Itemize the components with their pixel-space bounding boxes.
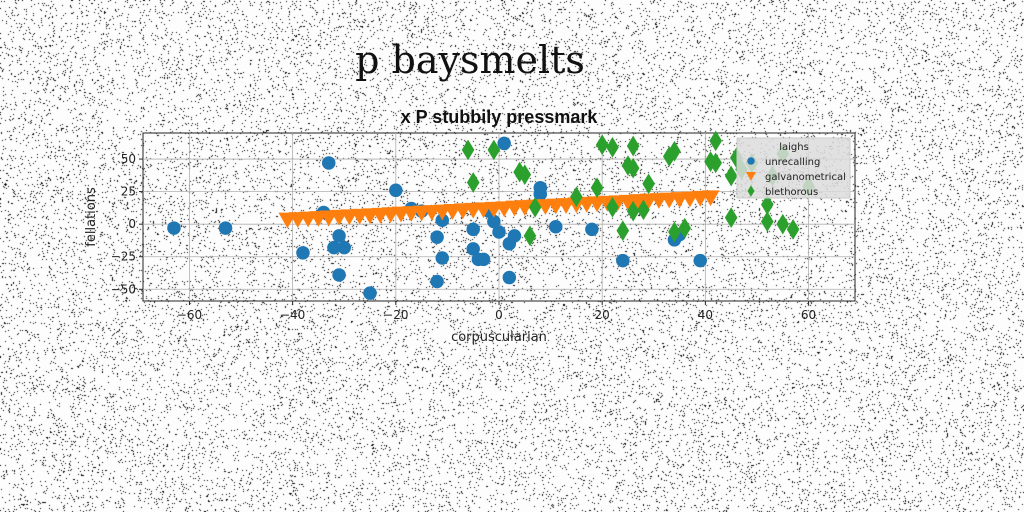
x-tick-label: 20 xyxy=(595,308,610,322)
blethorous-point xyxy=(668,140,681,162)
legend-marker-galvanometrical xyxy=(746,172,756,181)
unrecalling-point xyxy=(327,240,341,255)
unrecalling-point xyxy=(430,230,444,244)
blethorous-point xyxy=(606,136,619,158)
legend-label-galvanometrical: galvanometrical xyxy=(765,172,846,183)
figure-suptitle: p baysmelts xyxy=(355,38,585,82)
galvanometrical-point xyxy=(701,190,720,207)
unrecalling-point xyxy=(466,242,480,256)
unrecalling-point xyxy=(321,156,336,170)
legend-label-blethorous: blethorous xyxy=(765,187,818,198)
blethorous-point xyxy=(626,200,640,222)
blethorous-point xyxy=(595,134,609,156)
blethorous-point xyxy=(590,177,604,199)
blethorous-point xyxy=(642,173,655,195)
x-axis-label: corpuscularian xyxy=(451,330,547,345)
unrecalling-point xyxy=(430,274,444,289)
data-marks xyxy=(167,130,815,300)
unrecalling-point xyxy=(167,221,181,235)
unrecalling-point xyxy=(296,246,310,260)
legend-box xyxy=(736,137,851,199)
blethorous-point xyxy=(606,196,619,218)
blethorous-point xyxy=(662,146,676,167)
x-axis-ticks: −60 −40 −20 0 20 40 60 xyxy=(177,301,816,322)
blethorous-point xyxy=(709,130,722,152)
y-tick-label: 50 xyxy=(121,152,136,166)
unrecalling-point xyxy=(487,214,501,229)
x-tick-label: −60 xyxy=(177,308,202,322)
blethorous-point xyxy=(570,186,583,208)
blethorous-point xyxy=(616,220,630,242)
blethorous-point xyxy=(786,219,800,240)
unrecalling-point xyxy=(492,225,506,239)
y-tick-label: 25 xyxy=(121,185,136,199)
unrecalling-point xyxy=(502,270,517,285)
unrecalling-point xyxy=(363,286,377,300)
y-tick-label: 0 xyxy=(128,217,136,231)
legend-title: laighs xyxy=(779,142,809,153)
unrecalling-point xyxy=(549,220,563,234)
blethorous-point xyxy=(513,161,526,183)
blethorous-point xyxy=(678,217,692,239)
blethorous-point xyxy=(724,207,738,229)
unrecalling-point xyxy=(476,252,491,267)
unrecalling-point xyxy=(332,268,346,282)
unrecalling-point xyxy=(497,136,511,151)
unrecalling-point xyxy=(435,251,449,265)
blethorous-point xyxy=(760,211,774,232)
x-tick-label: 0 xyxy=(495,308,503,322)
y-axis-label: fellations xyxy=(84,187,99,247)
blethorous-point xyxy=(626,135,640,157)
x-tick-label: −40 xyxy=(280,308,305,322)
blethorous-point xyxy=(466,172,480,193)
unrecalling-point xyxy=(337,240,351,255)
blethorous-point xyxy=(518,164,532,186)
y-axis-ticks: −50 −25 0 25 50 xyxy=(111,152,143,296)
legend-marker-unrecalling xyxy=(747,157,755,165)
x-tick-label: −20 xyxy=(383,308,408,322)
unrecalling-point xyxy=(616,253,630,268)
unrecalling-point xyxy=(466,222,480,237)
blethorous-point xyxy=(487,139,501,161)
unrecalling-point xyxy=(389,183,403,198)
unrecalling-point xyxy=(585,222,599,237)
blethorous-point xyxy=(523,225,537,247)
blethorous-point xyxy=(461,139,475,161)
chart-title: x P stubbily pressmark xyxy=(401,107,599,127)
unrecalling-point xyxy=(533,180,548,195)
blethorous-point xyxy=(709,152,722,174)
legend-marker-blethorous xyxy=(747,185,755,197)
x-tick-label: 40 xyxy=(698,308,713,322)
blethorous-point xyxy=(724,165,738,187)
blethorous-point xyxy=(528,196,542,218)
blethorous-point xyxy=(668,221,681,243)
blethorous-point xyxy=(626,157,640,179)
legend: laighs unrecalling galvanometrical blethor… xyxy=(736,137,851,199)
legend-label-unrecalling: unrecalling xyxy=(765,157,820,168)
blethorous-point xyxy=(760,194,774,215)
y-tick-label: −25 xyxy=(111,250,136,264)
unrecalling-point xyxy=(332,229,346,243)
blethorous-point xyxy=(637,199,650,221)
y-tick-label: −50 xyxy=(111,282,136,296)
x-tick-label: 60 xyxy=(801,308,816,322)
unrecalling-point xyxy=(218,221,233,235)
unrecalling-point xyxy=(507,229,522,243)
unrecalling-point xyxy=(693,253,707,268)
blethorous-point xyxy=(776,213,790,235)
